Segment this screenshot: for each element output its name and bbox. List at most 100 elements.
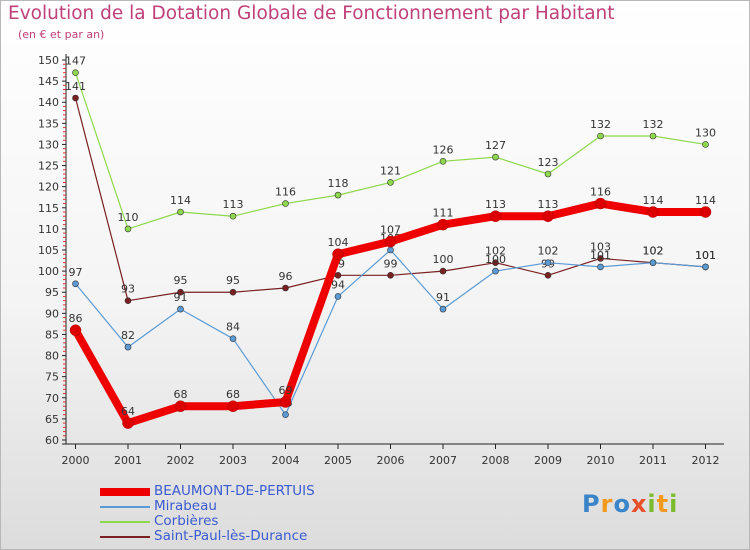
legend-swatch bbox=[100, 488, 150, 496]
data-label: 102 bbox=[643, 245, 664, 258]
x-tick-label: 2004 bbox=[272, 454, 300, 467]
data-point bbox=[177, 305, 184, 313]
x-tick-label: 2012 bbox=[692, 454, 720, 467]
y-tick-label: 95 bbox=[45, 286, 59, 299]
data-label: 113 bbox=[485, 198, 506, 211]
data-point bbox=[439, 305, 447, 313]
data-point bbox=[177, 288, 184, 296]
data-point bbox=[69, 324, 82, 336]
data-point bbox=[649, 132, 657, 140]
data-point bbox=[649, 259, 657, 266]
data-label: 111 bbox=[433, 207, 454, 220]
data-point bbox=[282, 200, 289, 207]
data-point bbox=[334, 191, 342, 199]
data-label: 91 bbox=[436, 291, 450, 304]
data-label: 91 bbox=[174, 291, 188, 304]
data-label: 101 bbox=[695, 249, 716, 262]
data-label: 101 bbox=[590, 249, 611, 262]
x-tick-label: 2005 bbox=[324, 454, 352, 467]
y-tick-label: 60 bbox=[45, 434, 59, 447]
data-label: 84 bbox=[226, 321, 240, 334]
data-label: 114 bbox=[643, 194, 664, 207]
data-point bbox=[492, 259, 499, 266]
chart-subtitle: (en € et par an) bbox=[18, 28, 105, 41]
data-point bbox=[544, 272, 552, 279]
data-point bbox=[124, 225, 132, 233]
data-point bbox=[594, 197, 607, 210]
data-label: 102 bbox=[538, 245, 559, 258]
data-point bbox=[544, 259, 552, 266]
data-point bbox=[72, 280, 79, 288]
data-point bbox=[227, 400, 239, 412]
data-point bbox=[437, 218, 449, 231]
y-tick-label: 75 bbox=[45, 371, 59, 384]
legend-label: Mirabeau bbox=[154, 498, 217, 514]
data-point bbox=[702, 263, 709, 271]
data-point bbox=[124, 297, 132, 304]
data-label: 116 bbox=[275, 186, 296, 199]
x-tick-label: 2009 bbox=[534, 454, 562, 467]
data-label: 127 bbox=[485, 139, 506, 152]
x-tick-label: 2007 bbox=[429, 454, 457, 467]
data-point bbox=[177, 208, 184, 216]
data-point bbox=[597, 263, 604, 271]
data-label: 132 bbox=[643, 118, 664, 131]
data-label: 126 bbox=[433, 143, 454, 156]
data-point bbox=[229, 288, 237, 296]
data-label: 97 bbox=[69, 266, 83, 279]
proxiti-logo: Proxiti bbox=[582, 490, 679, 518]
data-label: 114 bbox=[170, 194, 191, 207]
data-label: 102 bbox=[643, 245, 664, 258]
y-tick-label: 140 bbox=[38, 96, 59, 109]
data-point bbox=[597, 255, 604, 262]
data-label: 121 bbox=[380, 164, 401, 177]
data-point bbox=[702, 141, 709, 148]
data-point bbox=[122, 417, 134, 429]
data-point bbox=[439, 267, 447, 275]
data-label: 113 bbox=[223, 198, 244, 211]
data-label: 118 bbox=[328, 177, 349, 190]
data-label: 101 bbox=[695, 249, 716, 262]
x-tick-label: 2001 bbox=[114, 454, 142, 467]
y-tick-label: 130 bbox=[38, 138, 59, 151]
legend-label: Saint-Paul-lès-Durance bbox=[154, 528, 308, 544]
y-tick-label: 145 bbox=[38, 75, 59, 88]
x-tick-label: 2003 bbox=[219, 454, 247, 467]
x-tick-label: 2002 bbox=[167, 454, 195, 467]
data-label: 132 bbox=[590, 118, 611, 131]
data-point bbox=[597, 132, 604, 140]
data-label: 130 bbox=[695, 126, 716, 139]
legend-swatch bbox=[100, 536, 150, 538]
data-label: 95 bbox=[174, 274, 188, 287]
chart-title: Evolution de la Dotation Globale de Fonc… bbox=[8, 3, 615, 24]
data-point bbox=[332, 248, 344, 260]
data-label: 95 bbox=[226, 274, 240, 287]
data-point bbox=[387, 179, 394, 186]
data-point bbox=[544, 170, 552, 178]
y-tick-label: 120 bbox=[38, 181, 59, 194]
data-label: 99 bbox=[384, 257, 398, 270]
x-tick-label: 2000 bbox=[62, 454, 90, 467]
data-label: 86 bbox=[69, 312, 83, 325]
y-tick-label: 65 bbox=[45, 413, 59, 426]
data-label: 113 bbox=[538, 198, 559, 211]
data-label: 107 bbox=[380, 224, 401, 237]
data-point bbox=[282, 411, 289, 418]
data-point bbox=[387, 246, 394, 254]
data-point bbox=[72, 94, 79, 102]
data-label: 102 bbox=[485, 245, 506, 258]
data-point bbox=[699, 206, 712, 218]
data-label: 100 bbox=[433, 253, 454, 266]
data-label: 82 bbox=[121, 329, 135, 342]
y-tick-label: 135 bbox=[38, 117, 59, 130]
data-label: 96 bbox=[279, 270, 293, 283]
data-point bbox=[229, 335, 237, 342]
data-label: 93 bbox=[121, 283, 135, 296]
y-tick-label: 110 bbox=[38, 223, 59, 236]
data-label: 103 bbox=[590, 240, 611, 253]
data-point bbox=[334, 293, 342, 300]
legend-swatch bbox=[100, 506, 150, 508]
data-label: 123 bbox=[538, 156, 559, 169]
data-point bbox=[492, 267, 499, 275]
